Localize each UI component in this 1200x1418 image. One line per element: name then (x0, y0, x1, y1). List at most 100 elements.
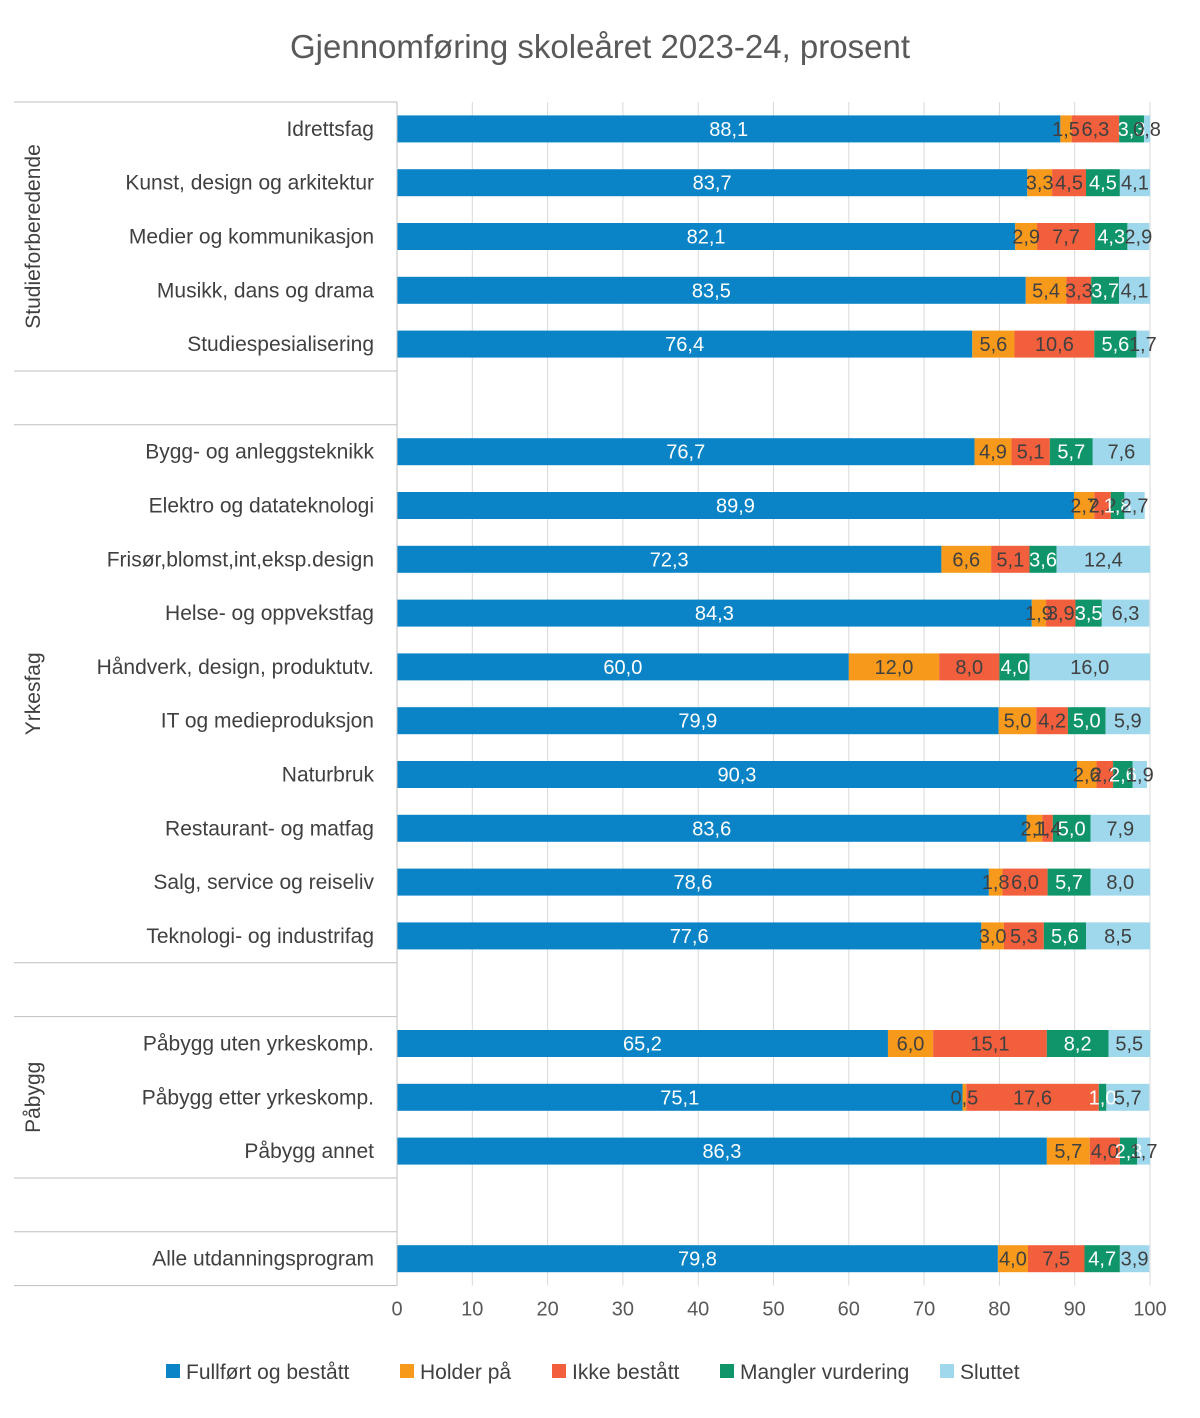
data-label: 2,1 (1021, 818, 1049, 840)
bar-segment (1089, 1137, 1120, 1165)
data-label: 5,0 (1073, 711, 1101, 733)
data-label: 5,7 (1057, 442, 1085, 464)
bar-segment (1137, 1137, 1150, 1165)
bar-segment (962, 1083, 967, 1111)
x-tick-label: 60 (838, 1299, 860, 1321)
bar-segment (1119, 169, 1150, 197)
category-label: Alle utdanningsprogram (152, 1248, 374, 1271)
data-label: 4,3 (1097, 227, 1125, 249)
data-label: 4,0 (1001, 657, 1029, 679)
bar-segment (397, 492, 1074, 519)
data-label: 3,6 (1029, 549, 1057, 571)
bar-segment (397, 922, 982, 950)
data-label: 83,6 (692, 818, 731, 840)
data-label: 4,5 (1055, 173, 1083, 195)
bar-segment (397, 707, 999, 735)
data-label: 83,7 (693, 173, 732, 195)
bar-segment (941, 545, 992, 573)
data-label: 77,6 (670, 926, 709, 948)
bar-segment (1085, 169, 1120, 197)
data-label: 4,1 (1121, 173, 1149, 195)
category-label: IT og medieproduksjon (161, 710, 374, 733)
bar-segment (991, 545, 1030, 573)
legend-swatch (166, 1364, 180, 1378)
data-label: 3,5 (1075, 603, 1103, 625)
legend-swatch (940, 1364, 954, 1378)
bar-segment (1098, 1083, 1107, 1111)
data-label: 4,0 (999, 1249, 1027, 1271)
bar-segment (1025, 276, 1067, 304)
bar-segment (397, 1030, 888, 1057)
bar-segment (397, 1083, 963, 1111)
bar-segment (1108, 1030, 1150, 1057)
bar-segment (1076, 761, 1097, 788)
group-label: Påbygg (22, 1062, 45, 1133)
x-tick-label: 30 (612, 1299, 634, 1321)
bar-segment (1046, 1030, 1109, 1057)
data-label: 5,9 (1114, 711, 1142, 733)
data-label: 88,1 (709, 119, 748, 141)
data-label: 3,0 (979, 926, 1007, 948)
bar-segment (1094, 492, 1111, 519)
data-label: 12,4 (1084, 549, 1123, 571)
bar-segment (397, 115, 1061, 143)
category-label: Helse- og oppvekstfag (165, 602, 374, 625)
data-label: 1,0 (1089, 1087, 1117, 1109)
bar-segment (397, 545, 942, 573)
bar-segment (1071, 115, 1120, 143)
data-label: 8,0 (955, 657, 983, 679)
data-label: 6,3 (1112, 603, 1140, 625)
legend-label: Fullført og bestått (186, 1361, 350, 1384)
data-label: 7,9 (1106, 818, 1134, 840)
bar-segment (848, 653, 940, 681)
data-label: 84,3 (695, 603, 734, 625)
bar-segment (887, 1030, 934, 1057)
category-label: Påbygg etter yrkeskomp. (142, 1086, 374, 1109)
bar-segment (1060, 115, 1072, 143)
category-label: Elektro og datateknologi (149, 495, 374, 518)
category-label: Restaurant- og matfag (165, 817, 374, 840)
data-label: 2,7 (1121, 496, 1149, 518)
bar-segment (1046, 1137, 1090, 1165)
bar-segment (1056, 545, 1150, 573)
data-label: 3,9 (1047, 603, 1075, 625)
data-label: 2,9 (1012, 227, 1040, 249)
data-label: 5,7 (1054, 1141, 1082, 1163)
data-label: 7,7 (1052, 227, 1080, 249)
bar-segment (981, 922, 1004, 950)
bar-segment (933, 1030, 1047, 1057)
bar-segment (1049, 438, 1093, 466)
bar-segment (1124, 492, 1145, 519)
category-label: Påbygg uten yrkeskomp. (143, 1033, 374, 1056)
bar-segment (1046, 599, 1076, 627)
bar-segment (397, 223, 1016, 250)
bar-segment (1084, 1245, 1120, 1273)
data-label: 0,8 (1133, 119, 1161, 141)
x-tick-label: 40 (687, 1299, 709, 1321)
bar-segment (1037, 223, 1096, 250)
category-label: Bygg- og anleggsteknikk (145, 441, 374, 464)
bar-segment (1047, 868, 1091, 896)
data-label: 1,9 (1025, 603, 1053, 625)
x-tick-label: 20 (536, 1299, 558, 1321)
bar-segment (1085, 922, 1150, 950)
bar-segment (1119, 1137, 1138, 1165)
data-label: 0,5 (950, 1087, 978, 1109)
bar-segment (1043, 922, 1086, 950)
data-label: 15,1 (971, 1034, 1010, 1056)
data-label: 3,3 (1026, 173, 1054, 195)
category-label: Salg, service og reiseliv (153, 871, 374, 894)
bar-segment (1119, 1245, 1150, 1273)
category-label: Musikk, dans og drama (157, 279, 374, 302)
bar-segment (1132, 761, 1147, 788)
data-label: 8,5 (1104, 926, 1132, 948)
bar-segment (1003, 922, 1044, 950)
legend-swatch (400, 1364, 414, 1378)
bar-segment (397, 330, 973, 358)
bar-segment (397, 1137, 1047, 1165)
category-label: Frisør,blomst,int,eksp.design (107, 548, 374, 571)
legend-label: Ikke bestått (572, 1361, 680, 1384)
data-label: 1,8 (982, 872, 1010, 894)
group-label: Studieforberedende (22, 144, 45, 328)
